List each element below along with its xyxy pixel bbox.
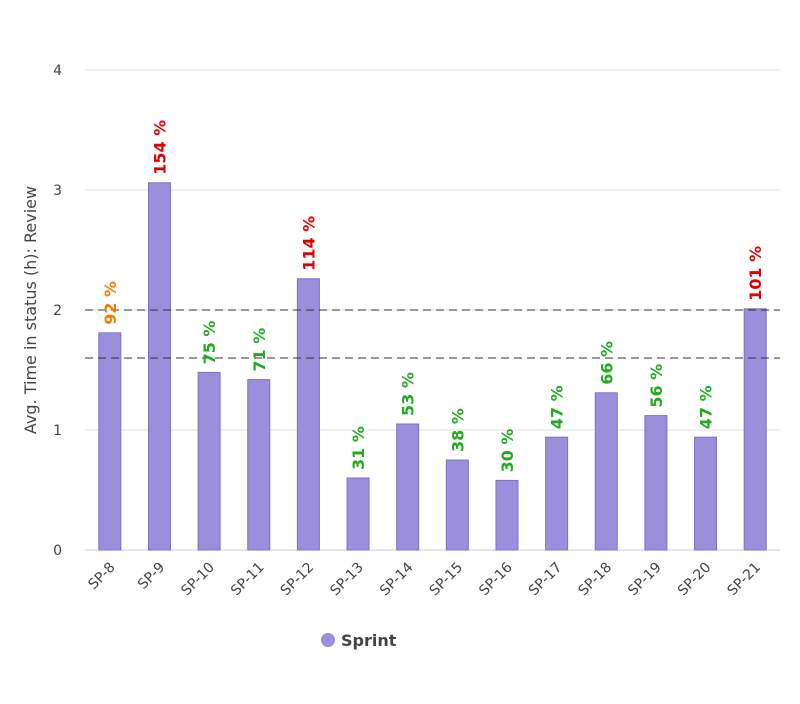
data-label: 75 % bbox=[200, 321, 219, 365]
x-tick-label: SP-8 bbox=[85, 560, 118, 593]
legend-marker bbox=[321, 633, 335, 647]
y-axis: 0 1 2 3 4 bbox=[53, 63, 62, 559]
bar bbox=[147, 182, 171, 551]
data-label: 66 % bbox=[597, 341, 616, 385]
y-tick-label: 0 bbox=[53, 543, 62, 559]
x-axis: SP-8 SP-9 SP-10 SP-11 SP-12 SP-13 SP-14 SP-15 SP… bbox=[85, 559, 764, 599]
data-label: 92 % bbox=[101, 281, 120, 325]
x-tick-label: SP-13 bbox=[327, 560, 367, 600]
y-tick-label: 3 bbox=[53, 183, 62, 199]
reference-lines bbox=[85, 309, 780, 359]
bar bbox=[545, 436, 569, 551]
bars bbox=[98, 182, 767, 551]
x-tick-label: SP-11 bbox=[228, 560, 268, 600]
bar bbox=[743, 308, 767, 551]
x-tick-label: SP-21 bbox=[724, 560, 764, 600]
legend-label: Sprint bbox=[341, 631, 397, 650]
data-label: 38 % bbox=[448, 408, 467, 452]
x-tick-label: SP-16 bbox=[476, 559, 516, 599]
data-label: 154 % bbox=[150, 120, 169, 175]
bar bbox=[197, 371, 221, 551]
x-tick-label: SP-14 bbox=[377, 559, 417, 599]
data-label: 71 % bbox=[250, 328, 269, 372]
bar bbox=[396, 423, 420, 551]
x-tick-label: SP-9 bbox=[135, 560, 168, 593]
x-tick-label: SP-18 bbox=[576, 560, 616, 600]
data-label: 31 % bbox=[349, 426, 368, 470]
x-tick-label: SP-10 bbox=[178, 560, 218, 600]
x-tick-label: SP-15 bbox=[427, 560, 467, 600]
data-label: 53 % bbox=[399, 372, 418, 416]
bar bbox=[445, 459, 469, 551]
bar bbox=[247, 379, 271, 551]
data-label: 47 % bbox=[697, 385, 716, 429]
x-tick-label: SP-19 bbox=[625, 560, 665, 600]
bar bbox=[594, 392, 618, 551]
bar bbox=[346, 477, 370, 551]
y-tick-label: 2 bbox=[53, 303, 62, 319]
bar bbox=[98, 332, 122, 551]
x-tick-label: SP-17 bbox=[526, 560, 566, 600]
data-label: 47 % bbox=[548, 385, 567, 429]
legend-item-sprint[interactable]: Sprint bbox=[321, 631, 397, 650]
bar bbox=[296, 278, 320, 551]
data-label: 114 % bbox=[299, 216, 318, 271]
y-axis-label: Avg. Time in status (h): Review bbox=[21, 186, 40, 434]
y-tick-label: 1 bbox=[53, 423, 62, 439]
data-labels: 92 % 154 % 75 % 71 % 114 % 31 % 53 % 38 % 30 % 47… bbox=[101, 120, 765, 473]
y-tick-label: 4 bbox=[53, 63, 62, 79]
bar bbox=[495, 479, 519, 551]
x-tick-label: SP-12 bbox=[278, 560, 318, 600]
data-label: 30 % bbox=[498, 429, 517, 473]
bar bbox=[694, 436, 718, 551]
data-label: 101 % bbox=[746, 246, 765, 301]
data-label: 56 % bbox=[647, 364, 666, 408]
bar bbox=[644, 415, 668, 551]
x-tick-label: SP-20 bbox=[675, 560, 715, 600]
